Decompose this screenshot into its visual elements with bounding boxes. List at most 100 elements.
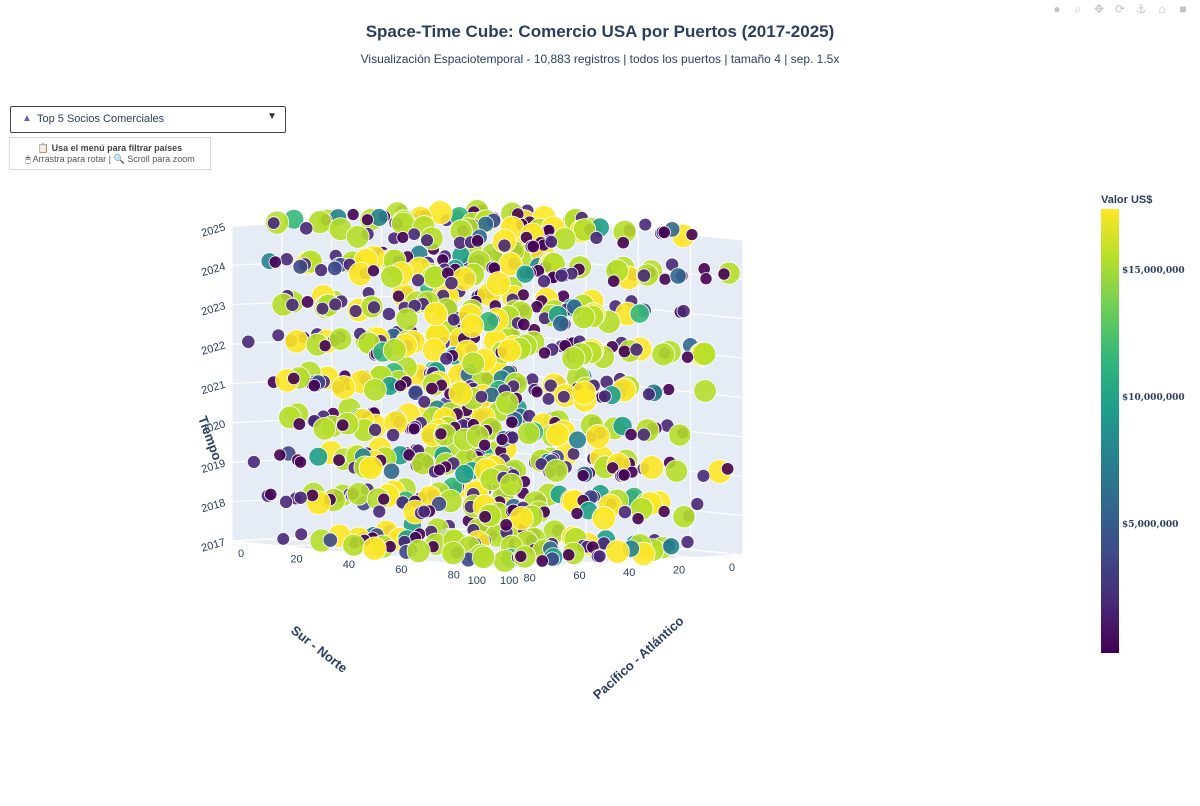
data-point	[417, 504, 431, 519]
data-point	[241, 334, 256, 349]
data-point	[292, 258, 309, 275]
x-tick-label: 100	[500, 575, 518, 587]
data-point	[696, 468, 711, 483]
y-tick-label: 80	[524, 572, 536, 584]
data-point	[505, 415, 519, 429]
turntable-icon[interactable]: ⚓	[1135, 2, 1147, 16]
x-tick-label: 80	[448, 570, 460, 582]
data-point	[363, 378, 387, 402]
colorbar-tick-label: $15,000,000	[1122, 266, 1185, 277]
video-icon[interactable]: ■	[1179, 2, 1187, 16]
data-point	[266, 216, 281, 230]
data-point	[541, 392, 556, 406]
data-point	[454, 464, 475, 485]
data-point	[517, 421, 541, 445]
data-point	[499, 472, 523, 497]
data-point	[411, 273, 426, 288]
zoom-icon[interactable]: ⌕	[1074, 2, 1082, 16]
data-point	[308, 446, 329, 467]
data-point	[294, 527, 309, 542]
data-point	[552, 314, 570, 333]
data-point	[526, 239, 540, 254]
data-point	[299, 221, 314, 236]
data-point	[268, 255, 282, 269]
data-point	[471, 545, 496, 569]
data-point	[672, 505, 696, 529]
data-point	[497, 238, 512, 253]
data-point	[348, 304, 363, 318]
y-tick-label: 40	[623, 567, 635, 579]
data-point	[617, 344, 632, 359]
x-tick-label: 40	[343, 559, 355, 571]
data-point	[535, 554, 549, 568]
data-point	[624, 427, 638, 442]
data-point	[499, 518, 513, 532]
x-axis-title: Pacífico - Atlántico	[590, 613, 687, 702]
hint-line-1: 📋 Usa el menú para filtrar países	[37, 143, 183, 153]
data-point	[420, 233, 434, 248]
data-point	[591, 506, 617, 531]
data-point	[393, 379, 407, 393]
z-tick-label: 2022	[200, 339, 227, 357]
z-tick-label: 2018	[200, 497, 227, 515]
data-point	[287, 371, 301, 386]
data-point	[406, 538, 431, 564]
home-icon[interactable]: ⌂	[1158, 2, 1166, 16]
usage-hint: 📋 Usa el menú para filtrar países 🖱 Arra…	[9, 137, 211, 170]
camera-icon[interactable]: ●	[1053, 2, 1061, 16]
data-point	[305, 488, 320, 503]
data-point	[605, 539, 630, 564]
data-point	[657, 505, 671, 519]
x-tick-label: 20	[290, 553, 302, 565]
data-point	[367, 300, 382, 315]
data-point	[336, 418, 350, 432]
data-point	[360, 213, 374, 227]
orbit-icon[interactable]: ⟳	[1114, 2, 1126, 16]
data-point	[322, 532, 338, 548]
x-tick-label: 0	[238, 548, 244, 560]
hint-line-2: 🖱 Arrastra para rotar | 🔍 Scroll para zo…	[25, 154, 195, 164]
pan-icon[interactable]: ✥	[1093, 2, 1105, 16]
data-point	[642, 387, 656, 402]
partner-filter-dropdown[interactable]: ▲ Top 5 Socios Comerciales ▼	[10, 106, 286, 133]
y-tick-label: 20	[673, 565, 685, 577]
data-point	[292, 417, 307, 431]
data-points	[241, 199, 741, 573]
data-point	[537, 346, 552, 360]
data-point	[517, 317, 531, 332]
data-point	[478, 510, 492, 524]
data-point	[382, 462, 401, 480]
y-axis-title: Sur - Norte	[288, 623, 350, 676]
y-tick-label: 100	[468, 575, 486, 587]
data-point	[566, 447, 581, 461]
data-point	[617, 505, 632, 520]
data-point	[417, 394, 432, 409]
chart-subtitle: Visualización Espaciotemporal - 10,883 r…	[360, 52, 840, 66]
data-point	[662, 537, 681, 556]
data-point	[585, 424, 611, 449]
data-point	[381, 306, 397, 322]
data-point	[570, 506, 584, 521]
data-point	[495, 391, 519, 415]
data-point	[279, 252, 294, 267]
data-point	[616, 236, 630, 250]
data-point	[557, 389, 571, 404]
data-point	[720, 462, 735, 476]
data-point	[358, 455, 383, 480]
data-point	[657, 225, 671, 239]
data-point	[431, 495, 447, 512]
modebar: ● ⌕ ✥ ⟳ ⚓ ⌂ ■	[1050, 2, 1190, 17]
data-point	[597, 389, 612, 404]
colorbar	[1101, 209, 1119, 653]
data-point	[327, 260, 343, 277]
data-point	[448, 381, 473, 406]
data-point	[680, 535, 695, 549]
data-point	[561, 346, 586, 371]
data-point	[545, 422, 570, 447]
data-point	[368, 422, 383, 437]
z-tick-label: 2025	[200, 221, 227, 239]
data-point	[382, 338, 407, 362]
chevron-down-icon[interactable]: ▼	[267, 111, 277, 122]
data-point	[439, 351, 454, 366]
